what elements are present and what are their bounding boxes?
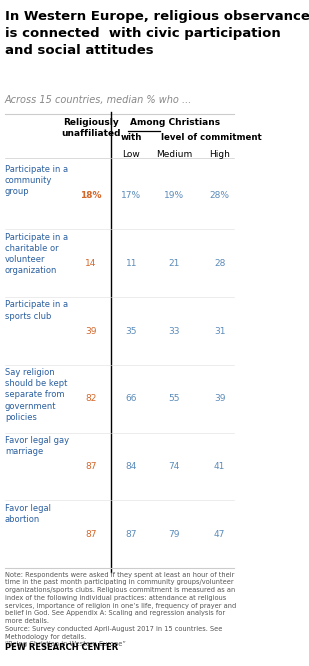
Text: Participate in a
sports club: Participate in a sports club xyxy=(5,300,68,320)
Text: Low: Low xyxy=(122,150,140,159)
Text: 35: 35 xyxy=(125,326,137,336)
Text: 19%: 19% xyxy=(164,191,184,200)
Text: 82: 82 xyxy=(85,394,96,404)
Text: 28%: 28% xyxy=(210,191,230,200)
Text: 74: 74 xyxy=(169,462,180,471)
Text: Participate in a
charitable or
volunteer
organization: Participate in a charitable or volunteer… xyxy=(5,232,68,275)
Text: Participate in a
community
group: Participate in a community group xyxy=(5,165,68,196)
Text: Religiously
unaffiliated: Religiously unaffiliated xyxy=(61,119,121,139)
Text: 41: 41 xyxy=(214,462,225,471)
Text: Among Christians: Among Christians xyxy=(130,119,221,127)
Text: 11: 11 xyxy=(125,259,137,268)
Text: Across 15 countries, median % who ...: Across 15 countries, median % who ... xyxy=(5,95,192,105)
Text: 39: 39 xyxy=(214,394,226,404)
Text: Medium: Medium xyxy=(156,150,193,159)
Text: 17%: 17% xyxy=(121,191,142,200)
Text: 87: 87 xyxy=(85,530,96,539)
Text: In Western Europe, religious observance
is connected  with civic participation
a: In Western Europe, religious observance … xyxy=(5,10,309,57)
Text: Say religion
should be kept
separate from
government
policies: Say religion should be kept separate fro… xyxy=(5,368,67,422)
Text: 18%: 18% xyxy=(80,191,101,200)
Text: Favor legal
abortion: Favor legal abortion xyxy=(5,503,51,524)
Text: level of commitment: level of commitment xyxy=(161,133,262,143)
Text: 84: 84 xyxy=(126,462,137,471)
Text: 55: 55 xyxy=(169,394,180,404)
Text: 87: 87 xyxy=(125,530,137,539)
Text: High: High xyxy=(209,150,230,159)
Text: 21: 21 xyxy=(169,259,180,268)
Text: PEW RESEARCH CENTER: PEW RESEARCH CENTER xyxy=(5,643,118,651)
Text: 14: 14 xyxy=(85,259,96,268)
Text: 33: 33 xyxy=(169,326,180,336)
Text: 66: 66 xyxy=(125,394,137,404)
Text: Favor legal gay
marriage: Favor legal gay marriage xyxy=(5,436,69,456)
Text: Note: Respondents were asked if they spent at least an hour of their
time in the: Note: Respondents were asked if they spe… xyxy=(5,571,236,647)
Text: 79: 79 xyxy=(169,530,180,539)
Text: 47: 47 xyxy=(214,530,225,539)
Text: 31: 31 xyxy=(214,326,226,336)
Text: 87: 87 xyxy=(85,462,96,471)
Text: with: with xyxy=(121,133,142,143)
Text: 28: 28 xyxy=(214,259,225,268)
Text: 39: 39 xyxy=(85,326,96,336)
